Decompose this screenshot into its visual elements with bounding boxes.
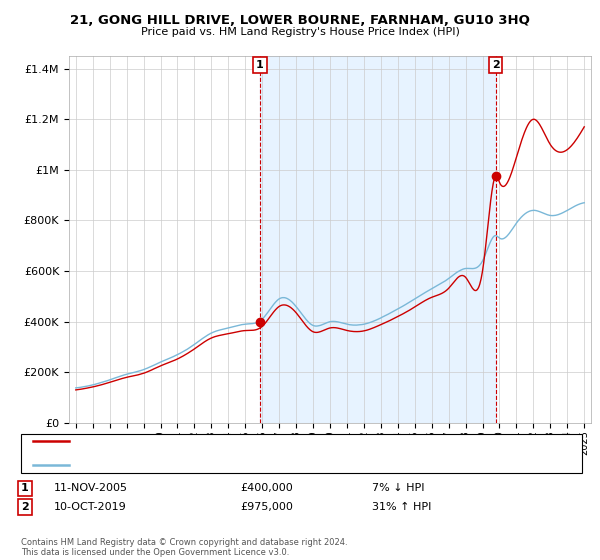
Text: Contains HM Land Registry data © Crown copyright and database right 2024.
This d: Contains HM Land Registry data © Crown c… <box>21 538 347 557</box>
Text: 21, GONG HILL DRIVE, LOWER BOURNE, FARNHAM, GU10 3HQ (detached house): 21, GONG HILL DRIVE, LOWER BOURNE, FARNH… <box>75 436 493 446</box>
Text: 1: 1 <box>256 60 264 70</box>
Text: 7% ↓ HPI: 7% ↓ HPI <box>372 483 425 493</box>
Text: Price paid vs. HM Land Registry's House Price Index (HPI): Price paid vs. HM Land Registry's House … <box>140 27 460 37</box>
Text: 11-NOV-2005: 11-NOV-2005 <box>54 483 128 493</box>
Text: 2: 2 <box>21 502 29 512</box>
Text: 21, GONG HILL DRIVE, LOWER BOURNE, FARNHAM, GU10 3HQ: 21, GONG HILL DRIVE, LOWER BOURNE, FARNH… <box>70 14 530 27</box>
Text: HPI: Average price, detached house, Waverley: HPI: Average price, detached house, Wave… <box>75 460 316 470</box>
Text: 31% ↑ HPI: 31% ↑ HPI <box>372 502 431 512</box>
Text: £975,000: £975,000 <box>240 502 293 512</box>
Text: £400,000: £400,000 <box>240 483 293 493</box>
Text: 2: 2 <box>492 60 500 70</box>
Text: 10-OCT-2019: 10-OCT-2019 <box>54 502 127 512</box>
Text: 1: 1 <box>21 483 29 493</box>
Bar <box>260 56 496 423</box>
